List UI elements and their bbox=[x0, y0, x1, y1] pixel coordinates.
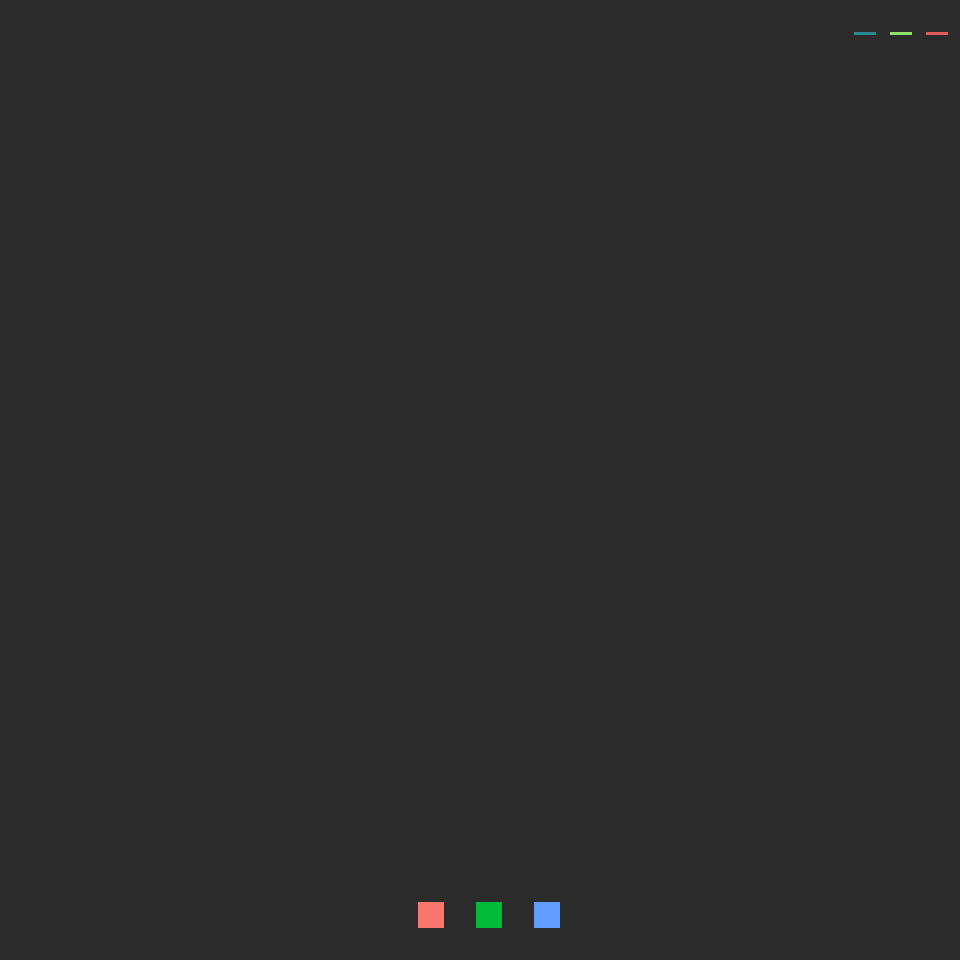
line-swatch-icon bbox=[926, 32, 948, 35]
line-swatch-icon bbox=[854, 32, 876, 35]
color-swatch-icon bbox=[476, 902, 502, 928]
legend-item-80 bbox=[890, 32, 916, 35]
legend-item-75 bbox=[418, 902, 456, 928]
top-legend bbox=[844, 32, 952, 35]
line-swatch-icon bbox=[890, 32, 912, 35]
legend-item-85 bbox=[926, 32, 952, 35]
color-swatch-icon bbox=[418, 902, 444, 928]
bottom-legend bbox=[418, 902, 582, 928]
legend-item-85 bbox=[534, 902, 572, 928]
color-swatch-icon bbox=[534, 902, 560, 928]
legend-item-80 bbox=[476, 902, 514, 928]
legend-item-75 bbox=[854, 32, 880, 35]
